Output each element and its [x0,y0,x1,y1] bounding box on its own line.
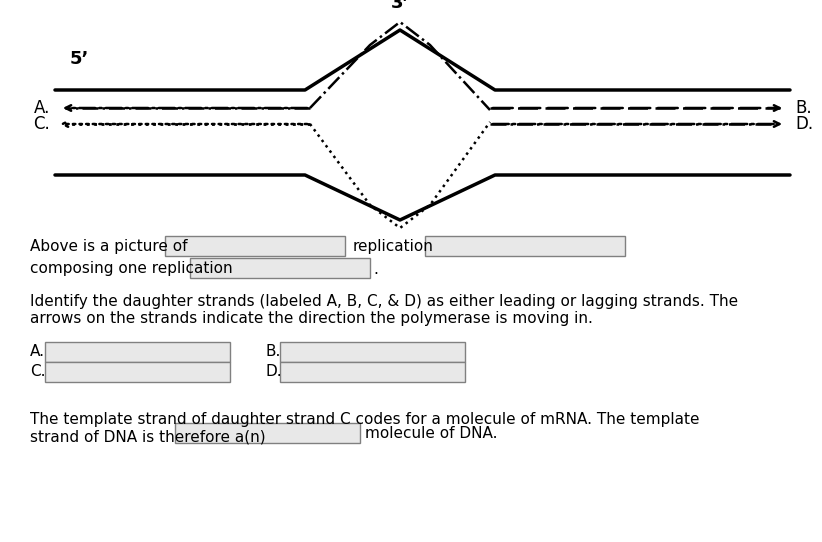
Text: Identify the daughter strands (labeled A, B, C, & D) as either leading or laggin: Identify the daughter strands (labeled A… [30,294,738,326]
Text: B.: B. [795,99,811,117]
Text: replication: replication [353,240,434,255]
FancyBboxPatch shape [175,423,360,443]
Text: C.: C. [30,365,45,379]
FancyBboxPatch shape [45,342,230,362]
FancyBboxPatch shape [280,362,465,382]
FancyBboxPatch shape [165,236,345,256]
Text: D.: D. [795,115,813,133]
Text: 3’: 3’ [390,0,409,12]
Text: composing one replication: composing one replication [30,261,233,276]
Text: B.: B. [265,345,280,359]
Text: The template strand of daughter strand C codes for a molecule of mRNA. The templ: The template strand of daughter strand C… [30,412,700,444]
Text: Above is a picture of: Above is a picture of [30,240,187,255]
Text: molecule of DNA.: molecule of DNA. [365,427,497,442]
FancyBboxPatch shape [425,236,625,256]
Text: C.: C. [33,115,50,133]
Text: A.: A. [34,99,50,117]
FancyBboxPatch shape [45,362,230,382]
Text: .: . [373,261,378,276]
Text: 5’: 5’ [70,50,90,68]
Text: A.: A. [30,345,45,359]
FancyBboxPatch shape [280,342,465,362]
Text: D.: D. [265,365,282,379]
FancyBboxPatch shape [190,258,370,278]
